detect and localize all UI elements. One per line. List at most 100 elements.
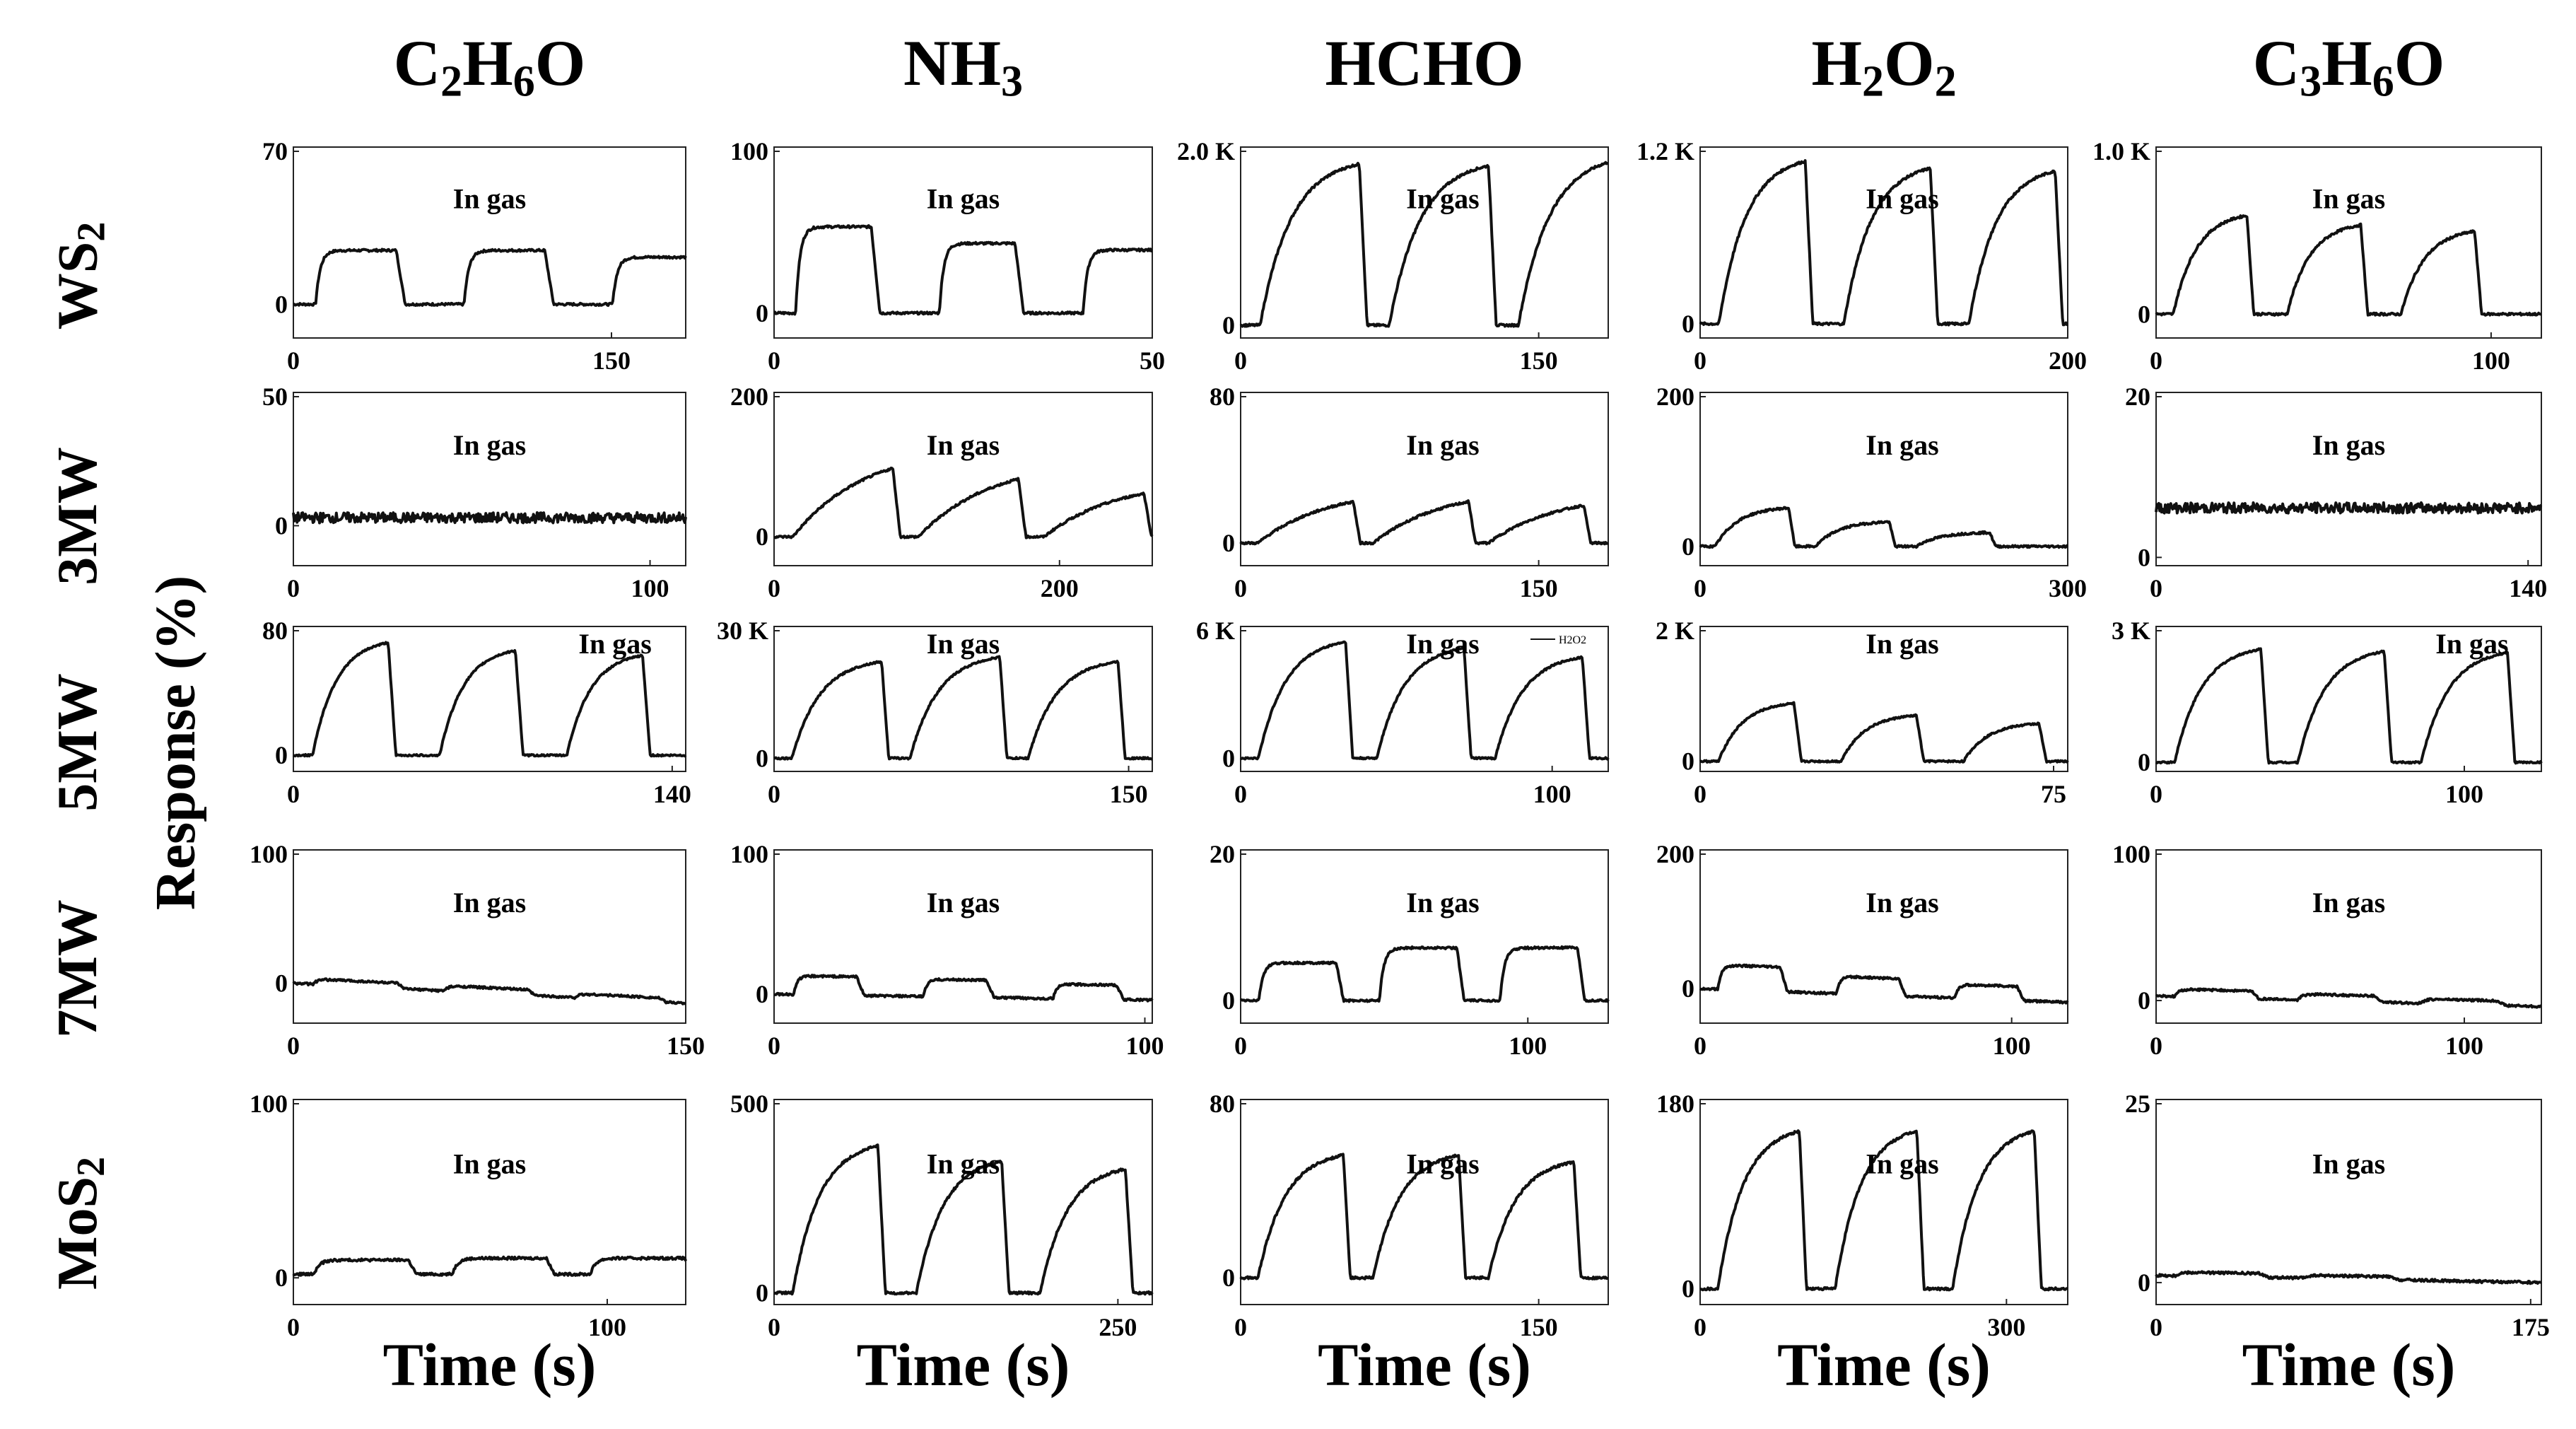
in-gas-annotation: In gas [927,887,1000,918]
response-series [1699,506,2068,549]
x-tick-label: 0 [768,346,780,375]
y-tick-label: 50 [262,383,288,411]
response-series [292,977,686,1005]
panel-7MW-H2O2: 200 0 0 100 In gas [1656,840,2069,1060]
plot-frame [1699,1099,2068,1305]
response-series [773,974,1154,1003]
x-tick-label: 0 [2150,346,2162,375]
panel-MoS2-HCHO: 80 0 0 150 In gas [1210,1090,1609,1341]
panel-WS2-C2H6O: 70 0 0 150 In gas [262,137,687,375]
x-tick-label: 0 [1694,780,1706,808]
response-series [292,1255,687,1277]
x-tick-label: 0 [2150,574,2162,602]
x-tick-label: 200 [2049,346,2087,375]
y-tick-label: 200 [730,383,768,411]
y-tick-label: 100 [730,840,768,868]
in-gas-annotation: In gas [927,1148,1000,1179]
x-tick-label: 100 [2445,1032,2483,1060]
plot-frame [773,849,1153,1024]
y-tick-label: 0 [756,523,768,551]
y-tick-label: 0 [1682,532,1694,561]
y-tick-label: 0 [2138,748,2150,776]
panel-3MW-C3H6O: 20 00 140 In gas [2125,383,2547,602]
response-series [1239,1153,1609,1281]
response-series [1699,159,2068,327]
panel-WS2-NH3: 100 00 50 In gas [730,137,1165,375]
panel-7MW-HCHO: 20 0 0 100 In gas [1210,840,1610,1060]
row-label: WS2 [47,221,114,330]
response-series [1699,1129,2068,1292]
plot-frame [293,1099,686,1305]
panel-5MW-C3H6O: 3 K 00 100 In gas [2112,617,2543,808]
in-gas-annotation: In gas [1406,887,1479,918]
y-tick-label: 0 [756,980,768,1008]
column-heading: NH3 [903,27,1023,106]
plot-frame [2155,626,2542,772]
in-gas-annotation: In gas [927,182,1000,214]
row-label: 5MW [47,673,110,812]
y-tick-label: 0 [2138,1268,2150,1297]
y-tick-label: 0 [275,290,288,318]
y-tick-label: 100 [250,1090,288,1118]
y-tick-label: 0 [275,1264,288,1292]
y-tick-label: 0 [1222,529,1235,557]
y-tick-label: 80 [262,617,288,645]
legend-label: H2O2 [1559,634,1586,646]
y-tick-label: 0 [1682,974,1694,1003]
y-tick-label: 1.2 K [1637,137,1694,165]
x-tick-label: 0 [287,574,300,602]
response-series [292,641,687,758]
column-heading: H2O2 [1811,27,1957,106]
x-tick-label: 0 [1694,346,1706,375]
x-tick-label: 0 [1234,346,1247,375]
panel-MoS2-NH3: 500 00 250 In gas [730,1090,1154,1341]
y-tick-label: 0 [2138,986,2150,1015]
in-gas-annotation: In gas [2312,1148,2385,1179]
x-tick-label: 150 [1520,1313,1558,1341]
y-tick-label: 0 [756,744,768,772]
in-gas-annotation: In gas [1866,628,1938,660]
in-gas-annotation: In gas [2435,628,2508,660]
x-tick-label: 0 [287,780,300,808]
panel-3MW-H2O2: 200 00 300 In gas [1656,383,2087,602]
x-tick-label: 0 [768,780,780,808]
y-tick-label: 0 [275,511,288,539]
x-tick-label: 50 [1140,346,1165,375]
y-tick-label: 6 K [1196,617,1235,645]
response-series [2155,214,2542,317]
x-tick-label: 100 [2445,780,2483,808]
x-tick-label: 0 [1694,1032,1706,1060]
response-series [2155,501,2543,515]
y-tick-label: 0 [1682,1275,1694,1303]
y-tick-label: 25 [2125,1090,2150,1118]
plot-frame [293,392,686,566]
panel-WS2-C3H6O: 1.0 K 00 100 In gas [2092,137,2542,375]
plot-frame [1699,626,2068,772]
x-tick-label: 150 [1520,346,1558,375]
plot-frame [2155,392,2542,566]
y-tick-label: 100 [2112,840,2150,868]
in-gas-annotation: In gas [453,429,526,461]
x-tick-label: 0 [768,574,780,602]
panel-5MW-HCHO: 6 K 0 0 100 In gas H2O2 [1196,617,1610,808]
x-tick-label: 0 [1234,780,1247,808]
plot-frame [2155,849,2542,1024]
y-tick-label: 0 [756,1279,768,1307]
x-tick-label: 0 [1694,1313,1706,1341]
plot-frame [773,626,1153,772]
y-tick-label: 80 [1210,383,1235,411]
x-axis-label: Time (s) [2242,1331,2456,1399]
plot-frame [1240,146,1609,339]
in-gas-annotation: In gas [1406,628,1479,660]
plot-frame [1240,392,1609,566]
panel-3MW-HCHO: 80 0 0 150 In gas [1210,383,1610,602]
y-tick-label: 0 [1222,744,1235,772]
y-tick-label: 80 [1210,1090,1235,1118]
x-axis-label: Time (s) [856,1331,1070,1399]
x-axis-label: Time (s) [1318,1331,1531,1399]
in-gas-annotation: In gas [1866,1148,1938,1179]
row-label: MoS2 [47,1157,114,1290]
plot-frame [293,849,686,1024]
x-tick-label: 0 [2150,780,2162,808]
x-tick-label: 0 [768,1032,780,1060]
